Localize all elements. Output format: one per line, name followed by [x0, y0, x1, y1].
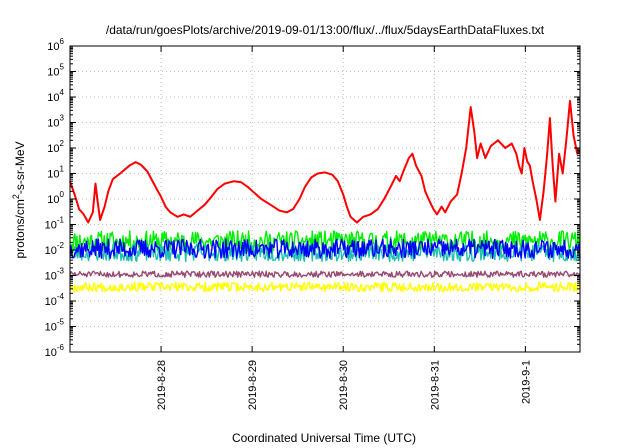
x-tick-label: 2019-8-30 — [338, 360, 350, 410]
y-tick-label-base: 10 — [47, 92, 59, 104]
y-tick-label: 105 — [47, 63, 64, 79]
chart-title: /data/run/goesPlots/archive/2019-09-01/1… — [106, 23, 545, 37]
y-tick-label-exponent: -6 — [57, 343, 65, 352]
y-tick-label-base: 10 — [45, 296, 57, 308]
y-tick-label-exponent: 0 — [60, 190, 65, 199]
y-tick-label-exponent: 6 — [60, 37, 65, 46]
y-axis-ticks: 10-610-510-410-310-210-11001011021031041… — [45, 37, 580, 359]
y-tick-label: 104 — [47, 88, 64, 104]
x-tick-label: 2019-8-31 — [429, 360, 441, 410]
y-tick-label-base: 10 — [45, 245, 57, 257]
grid-lines — [70, 46, 580, 352]
y-tick-label: 10-3 — [45, 267, 65, 283]
y-tick-label: 10-5 — [45, 318, 65, 334]
series-line-5 — [69, 281, 581, 293]
y-tick-label-base: 10 — [45, 271, 57, 283]
y-tick-label-exponent: -5 — [57, 318, 65, 327]
y-tick-label-exponent: -2 — [57, 241, 65, 250]
y-tick-label: 102 — [47, 139, 64, 155]
y-tick-label-exponent: 5 — [60, 63, 65, 72]
x-axis-ticks: 2019-8-28 2019-8-29 2019-8-30 2019-8-31 2019… — [156, 46, 532, 410]
y-tick-label: 106 — [47, 37, 64, 53]
y-tick-label-base: 10 — [45, 347, 57, 359]
y-tick-label-base: 10 — [47, 169, 59, 181]
y-tick-label-base: 10 — [47, 118, 59, 130]
x-tick-label: 2019-8-29 — [247, 360, 259, 410]
y-tick-label-exponent: 2 — [60, 139, 65, 148]
x-tick-label: 2019-8-28 — [156, 360, 168, 410]
y-tick-label: 10-4 — [45, 292, 65, 308]
x-axis-label: Coordinated Universal Time (UTC) — [232, 431, 416, 445]
y-tick-label-exponent: 1 — [60, 165, 65, 174]
y-tick-label: 10-2 — [45, 241, 65, 257]
x-tick-label: 2019-9-1 — [520, 360, 532, 404]
series-line-0 — [69, 99, 581, 224]
y-tick-label: 10-1 — [45, 216, 65, 232]
series-line-3 — [69, 238, 581, 260]
y-tick-label-exponent: -4 — [57, 292, 65, 301]
y-tick-label-exponent: -1 — [57, 216, 65, 225]
y-tick-label-base: 10 — [47, 194, 59, 206]
y-tick-label-base: 10 — [47, 41, 59, 53]
y-label-part2: -s-sr-MeV — [13, 141, 27, 194]
y-tick-label-exponent: 4 — [60, 88, 65, 97]
y-tick-label-base: 10 — [45, 220, 57, 232]
series-layer — [69, 99, 581, 293]
y-tick-label: 100 — [47, 190, 64, 206]
y-tick-label-base: 10 — [47, 67, 59, 79]
y-tick-label-exponent: 3 — [60, 114, 65, 123]
y-tick-label: 10-6 — [45, 343, 65, 359]
series-line-4 — [69, 270, 581, 278]
y-tick-label: 103 — [47, 114, 64, 130]
y-tick-label-base: 10 — [45, 322, 57, 334]
y-axis-label: protons/cm2-s-sr-MeV — [11, 141, 27, 258]
y-label-part1: protons/cm — [13, 199, 27, 258]
y-label-superscript: 2 — [11, 194, 21, 199]
y-tick-label-exponent: -3 — [57, 267, 65, 276]
y-tick-label: 101 — [47, 165, 64, 181]
y-tick-label-base: 10 — [47, 143, 59, 155]
